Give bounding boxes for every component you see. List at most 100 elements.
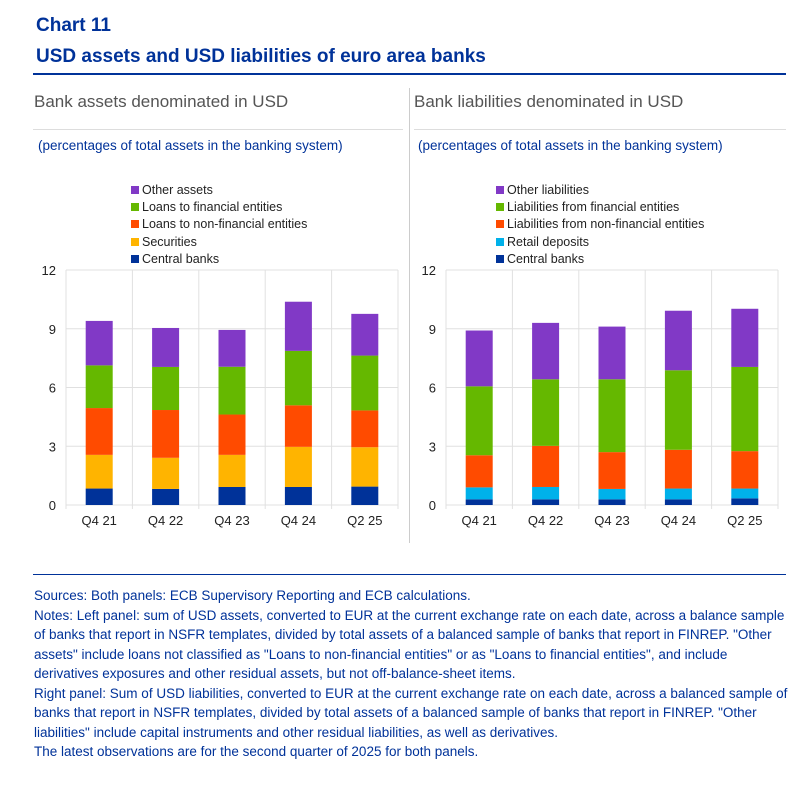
y-tick-label: 0 [429, 498, 436, 513]
legend-label: Liabilities from financial entities [507, 199, 680, 214]
bar-segment [351, 355, 379, 411]
x-tick-label: Q2 25 [347, 513, 382, 528]
bar-segment [351, 486, 379, 505]
legend-item: Other assets [131, 181, 307, 198]
legend-label: Central banks [142, 251, 220, 266]
x-tick-label: Q4 24 [661, 513, 696, 528]
bar-segment [351, 447, 379, 487]
legend-swatch [131, 220, 139, 229]
legend-swatch [496, 185, 504, 194]
bar-segment [152, 488, 180, 505]
left-chart: 0 3 6 9 12 Q4 21 Q4 22 Q4 23 Q4 24 Q2 25 [42, 263, 399, 528]
bar-segment [85, 365, 113, 409]
chart-title: USD assets and USD liabilities of euro a… [36, 46, 486, 67]
title-rule [33, 73, 786, 75]
bar-segment [351, 410, 379, 448]
y-tick-label: 12 [42, 263, 56, 278]
bar-segment [152, 457, 180, 489]
bar-segment [532, 322, 560, 380]
x-tick-label: Q2 25 [727, 513, 762, 528]
bar-segment [351, 313, 379, 356]
legend-label: Central banks [507, 251, 585, 266]
legend-swatch [131, 254, 139, 263]
legend-swatch [496, 237, 504, 246]
right-legend: Other liabilities Liabilities from financ… [496, 181, 704, 267]
notes-text: Notes: Left panel: sum of USD assets, co… [34, 607, 785, 682]
left-panel-title: Bank assets denominated in USD [34, 92, 289, 111]
bar-segment [598, 488, 626, 500]
bar-segment [465, 487, 493, 500]
bar-segment [284, 446, 312, 487]
x-tick-label: Q4 21 [461, 513, 496, 528]
bar-segment [284, 301, 312, 351]
legend-item: Central banks [496, 250, 704, 267]
bar-segment [85, 488, 113, 505]
legend-swatch [131, 237, 139, 246]
legend-label: Other liabilities [507, 182, 589, 197]
x-tick-label: Q4 23 [214, 513, 249, 528]
right-header-rule [414, 129, 786, 130]
legend-label: Retail deposits [507, 234, 589, 249]
bar-segment [664, 488, 692, 500]
bar-segment [152, 410, 180, 458]
right-chart: 0 3 6 9 12 Q4 21 Q4 22 Q4 23 Q4 24 Q2 25 [422, 263, 779, 528]
y-tick-label: 3 [429, 439, 436, 454]
y-tick-label: 9 [49, 322, 56, 337]
legend-label: Loans to non-financial entities [142, 217, 308, 232]
bar-segment [218, 454, 246, 487]
notes-block: Sources: Both panels: ECB Supervisory Re… [34, 586, 794, 762]
bar-segment [465, 330, 493, 387]
bar-segment [218, 486, 246, 505]
bar-segment [85, 454, 113, 489]
left-header-rule [33, 129, 403, 130]
x-tick-label: Q4 21 [81, 513, 116, 528]
legend-label: Other assets [142, 182, 213, 197]
legend-item: Liabilities from financial entities [496, 198, 704, 215]
panel-divider [409, 88, 410, 543]
sources-text: Sources: Both panels: ECB Supervisory Re… [34, 588, 471, 603]
bar-segment [731, 498, 759, 505]
bar-segment [85, 320, 113, 366]
bar-segment [532, 445, 560, 487]
legend-swatch [496, 254, 504, 263]
left-unit-label: (percentages of total assets in the bank… [38, 138, 343, 153]
legend-item: Other liabilities [496, 181, 704, 198]
notes-rule [33, 574, 786, 575]
bar-segment [598, 326, 626, 380]
bar-segment [284, 486, 312, 505]
bar-segment [85, 408, 113, 455]
bar-segment [598, 452, 626, 489]
bar-segment [532, 499, 560, 505]
y-tick-label: 9 [429, 322, 436, 337]
y-tick-label: 12 [422, 263, 436, 278]
bar-segment [664, 310, 692, 371]
x-tick-label: Q4 22 [528, 513, 563, 528]
bar-segment [465, 499, 493, 505]
y-tick-label: 6 [49, 381, 56, 396]
legend-item: Loans to non-financial entities [131, 216, 307, 233]
legend-swatch [496, 220, 504, 229]
legend-item: Securities [131, 233, 307, 250]
bar-segment [532, 379, 560, 446]
bar-segment [731, 366, 759, 452]
legend-swatch [496, 202, 504, 211]
bar-segment [284, 350, 312, 406]
bar-segment [731, 308, 759, 367]
legend-label: Loans to financial entities [142, 199, 283, 214]
bar-segment [532, 486, 560, 500]
bar-segment [218, 366, 246, 415]
legend-swatch [131, 185, 139, 194]
bar-segment [598, 379, 626, 453]
right-panel-title: Bank liabilities denominated in USD [414, 92, 684, 111]
bar-segment [598, 499, 626, 505]
x-tick-label: Q4 22 [148, 513, 183, 528]
bar-segment [465, 386, 493, 456]
legend-label: Liabilities from non-financial entities [507, 217, 705, 232]
notes-right-text: Right panel: Sum of USD liabilities, con… [34, 685, 788, 740]
x-tick-label: Q4 24 [281, 513, 316, 528]
bar-segment [731, 488, 759, 499]
legend-label: Securities [142, 234, 197, 249]
left-legend: Other assets Loans to financial entities L… [131, 181, 307, 267]
y-tick-label: 3 [49, 439, 56, 454]
chart-number: Chart 11 [36, 15, 111, 36]
